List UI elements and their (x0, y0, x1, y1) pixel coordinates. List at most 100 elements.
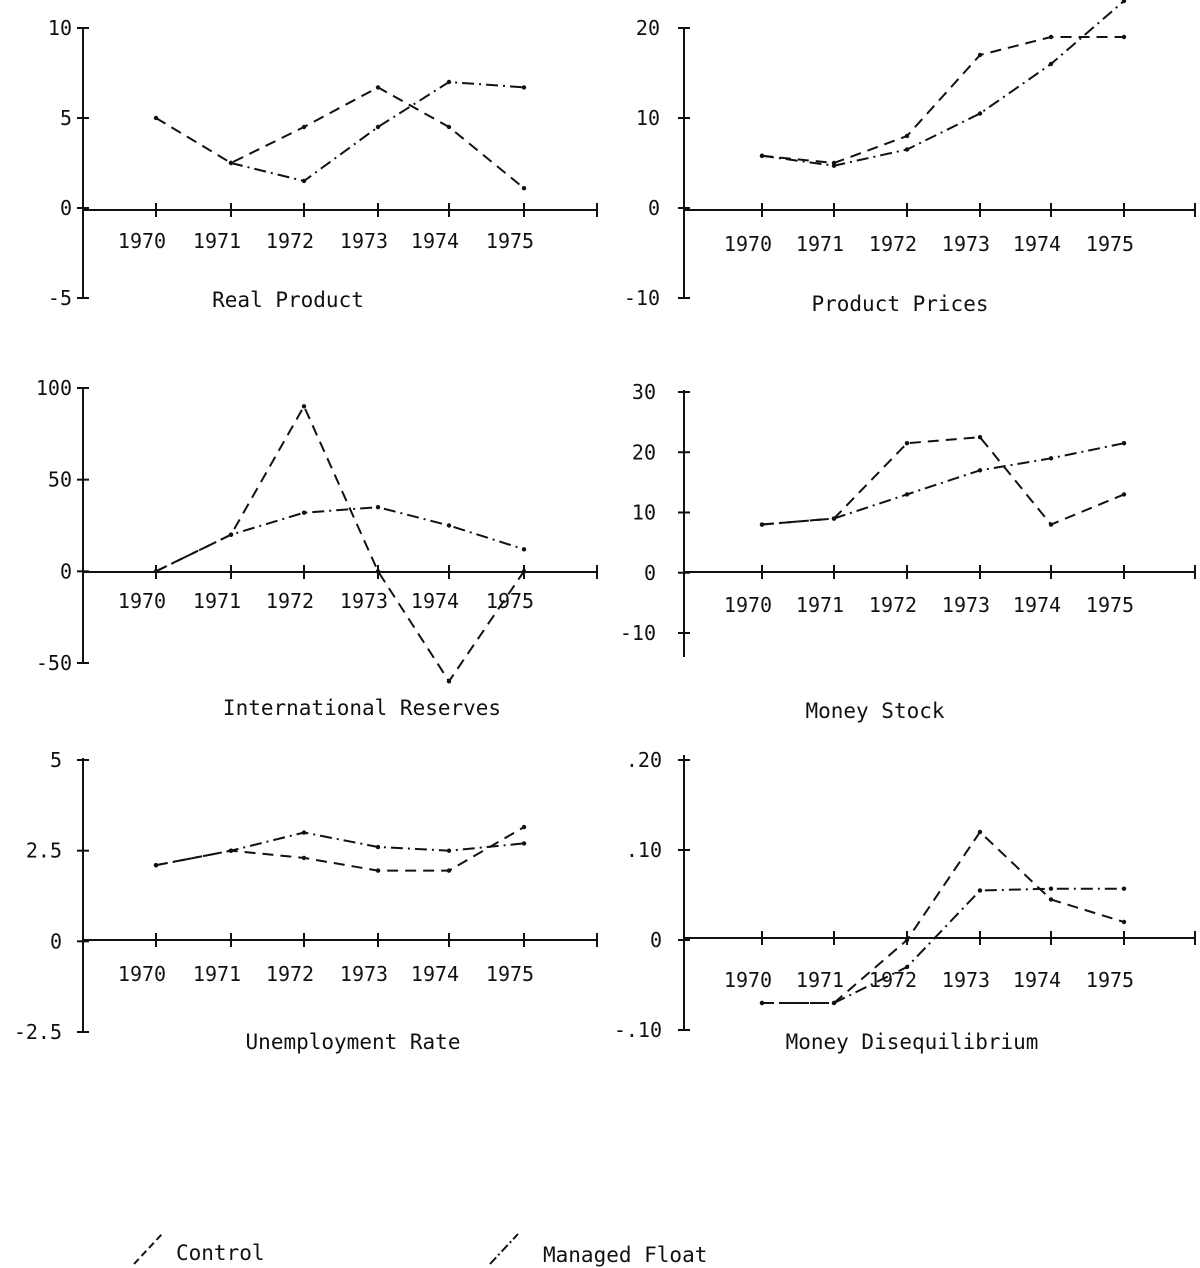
y-tick-label: 5 (50, 748, 62, 772)
legend-swatch (489, 1233, 519, 1265)
data-point (977, 111, 983, 116)
series-line-control (155, 826, 525, 872)
data-point (521, 841, 527, 846)
x-tick-label: 1973 (942, 968, 990, 992)
chart-panel: 20 10 0 -10 1970 1971 1972 1973 1974 1975 Product … (624, 0, 1196, 316)
y-tick-label: .20 (626, 748, 662, 772)
x-tick-label: 1975 (486, 962, 534, 986)
data-point (904, 964, 910, 970)
x-tick-label: 1973 (942, 232, 990, 256)
x-tick-label: 1974 (411, 962, 459, 986)
y-tick-label: 0 (650, 928, 662, 952)
data-point (228, 532, 234, 537)
data-point (228, 848, 234, 853)
y-tick-label: 30 (632, 380, 656, 404)
x-tick-label: 1974 (1013, 232, 1061, 256)
data-point (446, 868, 452, 873)
data-point (1121, 886, 1127, 891)
x-tick-label: 1974 (411, 589, 459, 613)
data-point (1121, 919, 1127, 925)
data-point (759, 522, 765, 527)
chart-panel: 5 2.5 0 -2.5 1970 1971 1972 1973 1974 1975 Unemplo… (14, 748, 598, 1054)
x-tick-label: 1972 (869, 593, 917, 617)
y-tick-label: -10 (620, 621, 656, 645)
x-tick-label: 1972 (266, 962, 314, 986)
x-tick-label: 1971 (796, 968, 844, 992)
y-tick-label: 10 (48, 16, 72, 40)
data-point (521, 85, 527, 90)
y-tick-label: 20 (632, 440, 656, 464)
data-point (977, 434, 983, 440)
y-tick-label: 0 (644, 561, 656, 585)
y-tick-label: 0 (648, 196, 660, 220)
x-tick-label: 1970 (118, 962, 166, 986)
x-tick-label: 1975 (1086, 232, 1134, 256)
series-line-control (761, 436, 1125, 526)
panel-title: Money Disequilibrium (786, 1030, 1039, 1054)
y-tick-label: 10 (632, 501, 656, 525)
panel-title: Real Product (212, 288, 364, 312)
data-point (904, 133, 910, 139)
data-point (521, 569, 527, 574)
data-point (375, 124, 381, 130)
x-tick-label: 1970 (118, 589, 166, 613)
y-tick-label: 20 (636, 16, 660, 40)
x-tick-label: 1974 (1013, 593, 1061, 617)
data-point (977, 829, 983, 835)
legend-label: Control (176, 1241, 265, 1265)
x-tick-label: 1971 (193, 962, 241, 986)
x-tick-label: 1973 (340, 589, 388, 613)
legend-label: Managed Float (543, 1243, 707, 1267)
data-point (759, 1000, 765, 1006)
x-tick-label: 1973 (340, 962, 388, 986)
data-point (1048, 61, 1054, 67)
x-tick-label: 1975 (486, 229, 534, 253)
data-point (904, 441, 910, 446)
data-point (521, 824, 527, 830)
data-point (446, 679, 452, 684)
data-point (301, 855, 307, 861)
data-point (375, 868, 381, 873)
data-point (977, 888, 983, 893)
data-point (831, 163, 837, 168)
data-point (375, 504, 381, 510)
data-point (1048, 886, 1054, 891)
data-point (831, 1000, 837, 1006)
series-line-managed-float (761, 0, 1125, 167)
series-line-control (155, 404, 525, 684)
data-point (521, 547, 527, 552)
y-tick-label: .10 (626, 838, 662, 862)
y-tick-label: 0 (60, 196, 72, 220)
y-tick-label: -5 (48, 286, 72, 310)
series-line-managed-float (155, 831, 525, 867)
x-tick-label: 1972 (266, 589, 314, 613)
data-point (153, 569, 159, 574)
x-tick-label: 1973 (942, 593, 990, 617)
data-point (904, 147, 910, 152)
data-point (1121, 0, 1127, 4)
x-tick-label: 1971 (796, 232, 844, 256)
data-point (1048, 522, 1054, 527)
x-tick-label: 1975 (1086, 593, 1134, 617)
series-line-managed-float (762, 887, 1124, 1004)
x-tick-label: 1974 (411, 229, 459, 253)
y-tick-label: -.10 (614, 1018, 662, 1042)
y-tick-label: 10 (636, 106, 660, 130)
data-point (301, 178, 307, 184)
data-point (301, 830, 307, 835)
data-point (977, 468, 983, 473)
panel-title: Money Stock (805, 699, 944, 723)
x-tick-label: 1971 (796, 593, 844, 617)
data-point (1121, 441, 1127, 446)
data-point (904, 492, 910, 497)
x-tick-label: 1974 (1013, 968, 1061, 992)
chart-panel: 10 5 0 -5 1970 1971 1972 1973 1974 1975 Real Produ… (48, 16, 598, 312)
data-point (153, 862, 159, 868)
data-point (1048, 34, 1054, 40)
data-point (521, 186, 527, 191)
data-point (375, 85, 381, 90)
data-point (301, 404, 307, 409)
y-tick-label: 2.5 (26, 839, 62, 863)
x-tick-label: 1970 (724, 232, 772, 256)
